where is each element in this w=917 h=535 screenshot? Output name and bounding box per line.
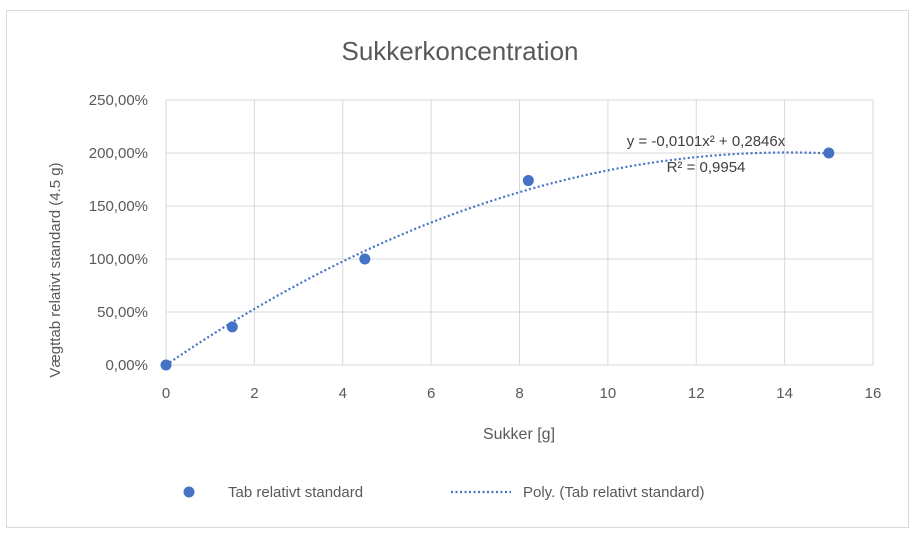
y-axis-tick-labels: 0,00% 50,00% 100,00% 150,00% 200,00% 250,00%	[89, 92, 148, 374]
data-point	[359, 253, 371, 265]
y-tick-label: 250,00%	[89, 92, 148, 109]
legend: Tab relativt standard Poly. (Tab relativ…	[183, 484, 704, 501]
x-axis-tick-labels: 0 2 4 6 8 10 12 14 16	[162, 385, 882, 402]
x-tick-label: 16	[865, 385, 882, 402]
legend-label-scatter: Tab relativt standard	[228, 484, 363, 501]
x-tick-label: 10	[600, 385, 617, 402]
trendline-equation: y = -0,0101x² + 0,2846x	[627, 133, 786, 150]
y-tick-label: 100,00%	[89, 251, 148, 268]
x-axis-label: Sukker [g]	[483, 426, 555, 443]
legend-marker-scatter	[183, 486, 195, 498]
legend-label-trendline: Poly. (Tab relativt standard)	[523, 484, 704, 501]
chart-title: Sukkerkoncentration	[341, 36, 578, 66]
y-tick-label: 150,00%	[89, 198, 148, 215]
x-tick-label: 8	[515, 385, 523, 402]
y-tick-label: 50,00%	[97, 304, 148, 321]
x-tick-label: 6	[427, 385, 435, 402]
x-tick-label: 0	[162, 385, 170, 402]
data-point	[160, 359, 172, 371]
x-tick-label: 14	[776, 385, 793, 402]
y-axis-label: Vægttab relativt standard (4.5 g)	[47, 162, 64, 377]
y-tick-label: 0,00%	[105, 357, 148, 374]
data-point	[226, 321, 238, 333]
x-tick-label: 2	[250, 385, 258, 402]
r-squared-label: R² = 0,9954	[667, 159, 746, 176]
data-points	[160, 147, 835, 371]
chart-frame	[6, 10, 909, 528]
y-tick-label: 200,00%	[89, 145, 148, 162]
x-tick-label: 4	[339, 385, 347, 402]
data-point	[823, 147, 835, 159]
data-point	[522, 175, 534, 187]
x-tick-label: 12	[688, 385, 705, 402]
